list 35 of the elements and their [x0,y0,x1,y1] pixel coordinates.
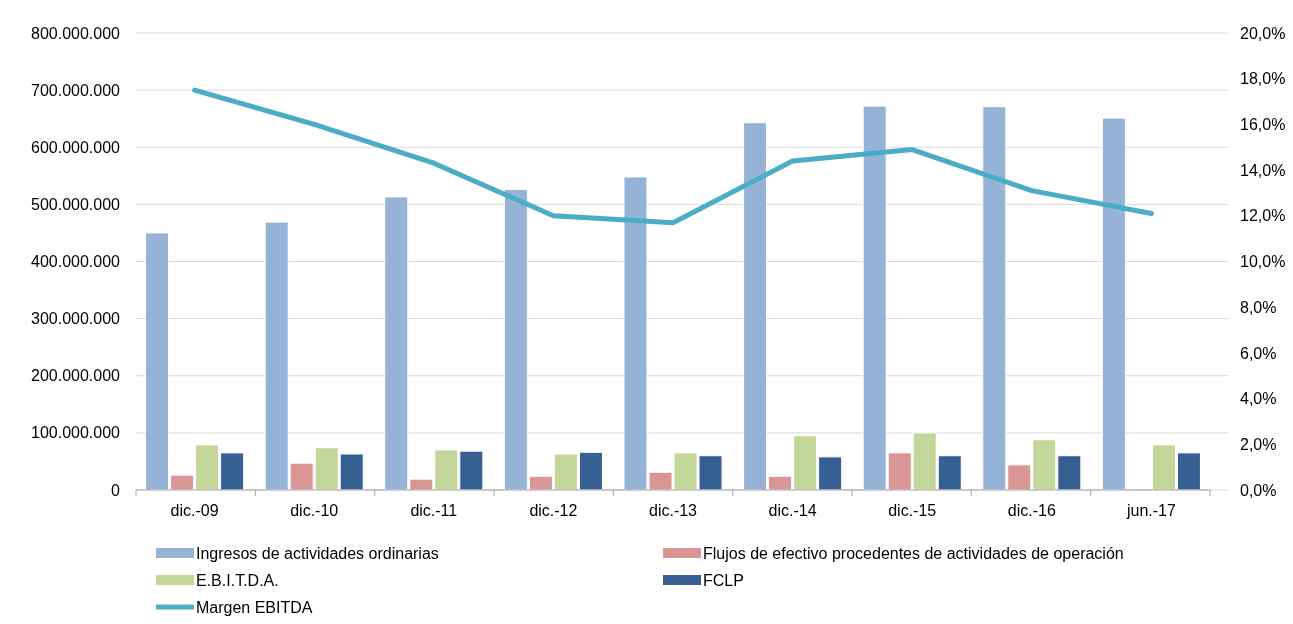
x-tick-label: dic.-09 [170,502,219,519]
y-tick-label: 100.000.000 [31,424,121,442]
y-tick-label: 400.000.000 [31,253,121,271]
y-tick-label: 700.000.000 [31,81,121,99]
x-tick-label: dic.-11 [410,502,458,519]
y-tick-label: 200.000.000 [31,367,121,385]
x-tick-label: dic.-15 [888,502,937,519]
y2-tick-label: 6,0% [1240,344,1277,362]
y-tick-label: 800.000.000 [31,24,121,42]
legend-label: Flujos de efectivo procedentes de actividades de operación [703,544,1124,562]
bar [1101,117,1126,491]
y2-tick-label: 8,0% [1240,298,1277,316]
x-tick-label: dic.-12 [529,502,578,519]
y-tick-label: 300.000.000 [31,310,121,328]
x-tick-label: dic.-14 [768,502,817,519]
x-tick-label: jun.-17 [1125,502,1176,519]
y-tick-label: 600.000.000 [31,138,121,156]
y2-tick-label: 14,0% [1240,161,1286,179]
legend-label: FCLP [703,571,744,589]
y-tick-label: 500.000.000 [31,195,121,213]
legend-label: Ingresos de actividades ordinarias [196,544,439,562]
y2-tick-label: 2,0% [1240,435,1277,453]
y2-tick-label: 10,0% [1240,253,1286,271]
y2-tick-label: 0,0% [1240,481,1277,499]
y2-tick-label: 4,0% [1240,390,1277,408]
y2-tick-label: 12,0% [1240,207,1286,225]
legend-label: E.B.I.T.D.A. [196,571,279,589]
x-tick-label: dic.-10 [290,502,339,519]
x-tick-label: dic.-13 [648,502,698,519]
x-tick-label: dic.-16 [1007,502,1056,519]
y2-tick-label: 20,0% [1240,24,1286,42]
y2-tick-label: 16,0% [1240,116,1286,133]
legend-label: Margen EBITDA [196,598,313,616]
y2-tick-label: 18,0% [1240,70,1286,88]
y-tick-label: 0 [111,481,121,499]
